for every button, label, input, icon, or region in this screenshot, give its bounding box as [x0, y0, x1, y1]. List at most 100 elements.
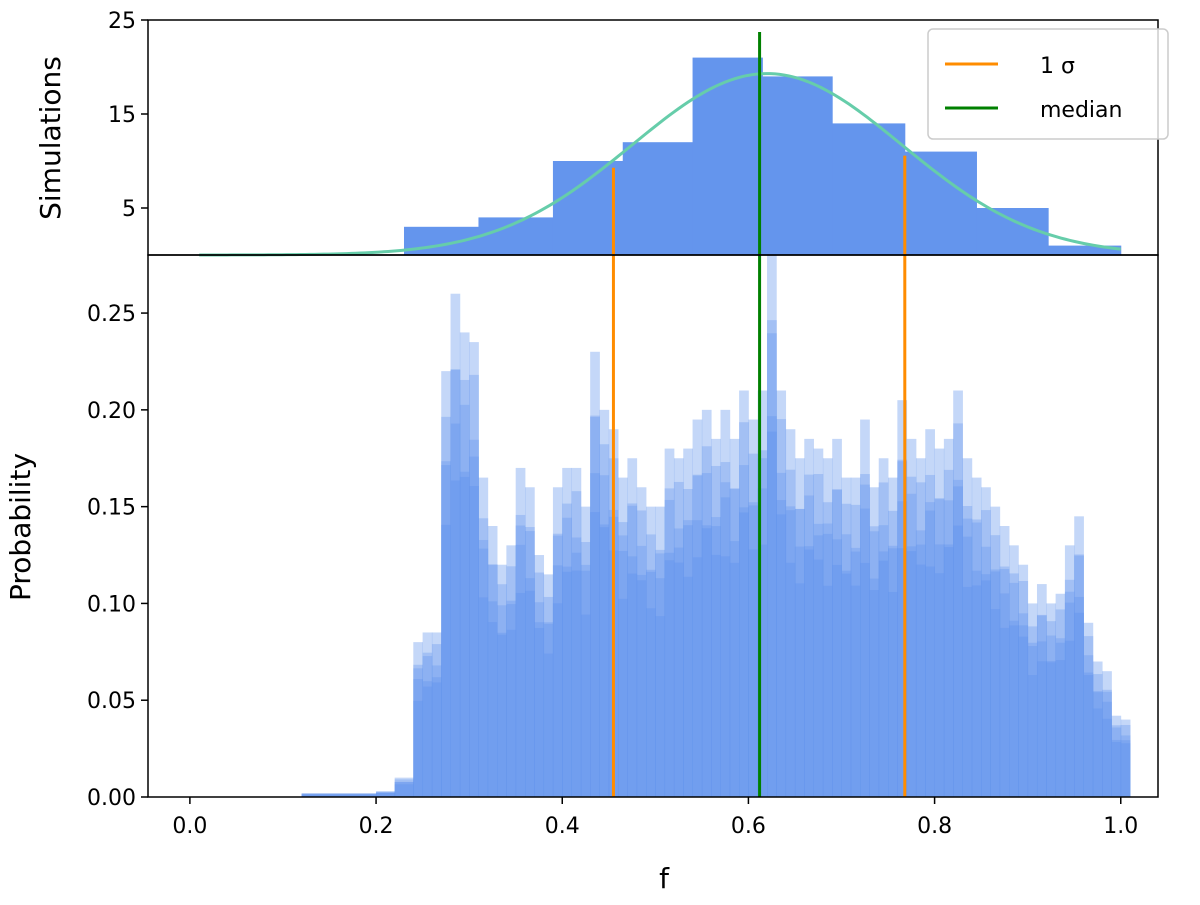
probability-bar: [943, 500, 954, 797]
probability-bar: [813, 523, 824, 797]
probability-bar: [301, 793, 377, 797]
probability-bar: [1009, 573, 1019, 797]
probability-bar: [767, 431, 777, 797]
probability-bar: [906, 493, 917, 797]
probability-bar: [869, 526, 880, 797]
probability-bar: [729, 488, 740, 797]
probability-bar: [487, 564, 498, 797]
probability-bar: [599, 444, 610, 797]
probability-bar: [767, 320, 777, 797]
bottom-y-tick-label: 0.20: [87, 399, 136, 424]
histogram-bar: [1048, 245, 1122, 255]
gaussian-fit-curve: [199, 72, 1121, 257]
probability-bar: [869, 578, 880, 797]
bottom-y-axis-label: Probability: [4, 453, 37, 601]
probability-bar: [804, 438, 814, 797]
probability-bar: [1009, 545, 1019, 797]
probability-bar: [962, 518, 973, 797]
probability-bar: [394, 779, 414, 797]
probability-bar: [441, 461, 451, 797]
probability-bar: [804, 495, 814, 797]
probability-bar: [832, 489, 842, 797]
legend-label-sigma: 1 σ: [1040, 54, 1075, 79]
probability-bar: [1111, 715, 1122, 797]
probability-bar: [590, 512, 600, 797]
probability-bar: [534, 572, 545, 797]
probability-bar: [543, 623, 554, 797]
probability-bar: [469, 456, 479, 797]
probability-bar: [804, 546, 814, 797]
probability-bar: [925, 429, 935, 797]
probability-bar: [897, 461, 908, 797]
probability-bar: [869, 531, 880, 797]
probability-bar: [487, 526, 498, 797]
probability-bar: [525, 578, 535, 797]
probability-bar: [1092, 674, 1103, 797]
probability-bar: [1092, 692, 1103, 797]
probability-bar: [431, 677, 442, 797]
probability-bar: [934, 448, 945, 797]
probability-bar: [580, 542, 591, 797]
bottom-y-tick-label: 0.25: [87, 302, 136, 327]
probability-bar: [962, 506, 973, 797]
probability-bar: [813, 474, 824, 797]
probability-bar: [748, 453, 759, 797]
probability-bar: [925, 502, 935, 797]
probability-bar: [664, 499, 675, 797]
probability-bar: [1046, 660, 1057, 797]
probability-bar: [543, 574, 554, 797]
probability-bar: [711, 554, 721, 797]
probability-bar: [906, 438, 917, 797]
probability-bar: [506, 629, 517, 797]
probability-bar: [525, 531, 535, 797]
probability-bar: [906, 546, 917, 797]
probability-bar: [692, 474, 703, 797]
probability-bar: [878, 482, 889, 797]
probability-bar: [1027, 626, 1038, 797]
probability-bar: [971, 519, 982, 797]
probability-bar: [1120, 740, 1131, 797]
probability-bar: [850, 504, 861, 797]
probability-bar: [562, 566, 572, 797]
probability-bar: [999, 526, 1010, 797]
probability-bar: [1009, 582, 1019, 797]
probability-bar: [692, 520, 703, 797]
probability-bar: [971, 522, 982, 797]
probability-bar: [683, 520, 693, 797]
probability-bar: [478, 548, 489, 797]
probability-bar: [646, 571, 656, 797]
probability-bar: [590, 415, 600, 797]
probability-bar: [822, 585, 833, 797]
probability-bar: [888, 591, 898, 797]
probability-bar: [646, 608, 656, 797]
probability-bar: [1018, 636, 1029, 797]
probability-bar: [971, 585, 982, 797]
probability-bar: [748, 549, 759, 797]
probability-bar: [822, 523, 833, 797]
probability-bar: [711, 517, 721, 797]
probability-bar: [1027, 674, 1038, 797]
probability-bar: [618, 535, 628, 797]
probability-bar: [618, 522, 628, 797]
probability-bar: [515, 544, 526, 797]
probability-bar: [878, 560, 889, 797]
probability-bar: [925, 474, 935, 797]
probability-bar: [525, 487, 535, 797]
probability-bar: [497, 605, 507, 797]
probability-bar: [720, 409, 731, 797]
probability-bar: [571, 537, 582, 797]
probability-bar: [450, 480, 461, 797]
probability-bar: [413, 668, 424, 797]
probability-bar: [981, 487, 991, 797]
probability-bar: [701, 528, 712, 797]
probability-bar: [999, 627, 1010, 797]
probability-bar: [804, 474, 814, 797]
probability-bar: [888, 545, 898, 797]
histogram-bar: [904, 151, 977, 255]
probability-bar: [999, 593, 1010, 797]
probability-bar: [627, 503, 638, 797]
probability-bar: [459, 471, 470, 797]
probability-bar: [459, 404, 470, 797]
probability-bar: [1064, 579, 1075, 797]
